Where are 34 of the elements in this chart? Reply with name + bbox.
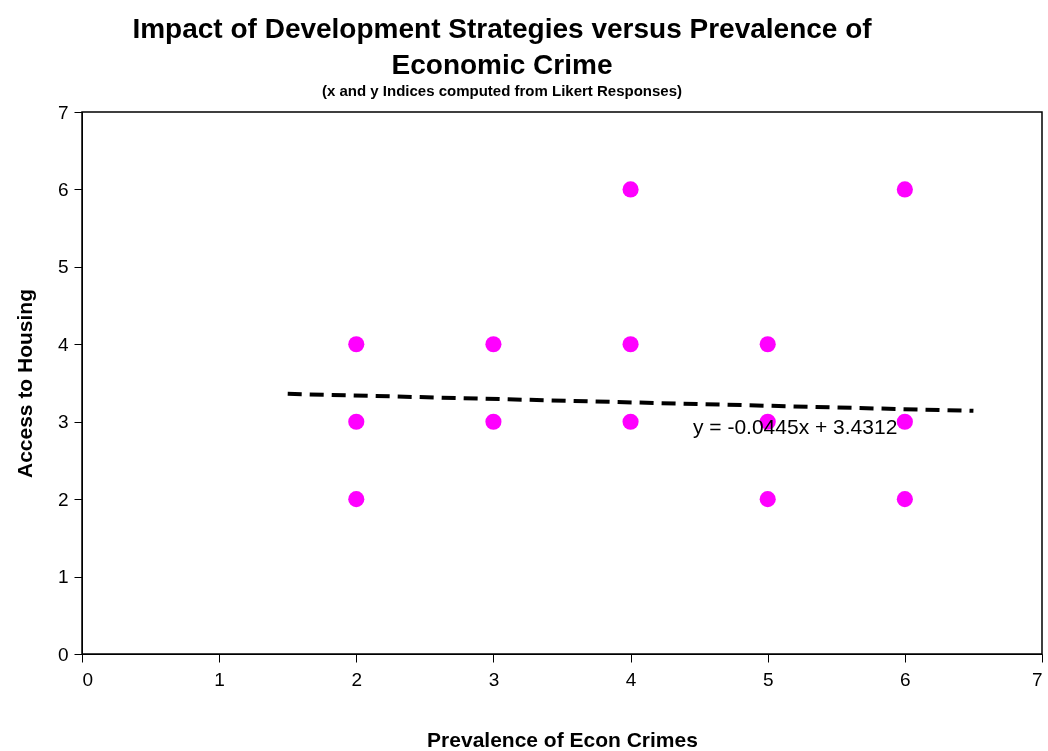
x-tick-label: 4 (625, 668, 637, 690)
y-tick-label: 5 (57, 256, 69, 278)
x-tick-label: 7 (1031, 668, 1043, 690)
y-tick-label: 0 (57, 643, 69, 665)
x-axis-title: Prevalence of Econ Crimes (427, 727, 698, 751)
point (348, 491, 365, 508)
x-tick-label: 5 (762, 668, 774, 690)
y-tick-label: 1 (57, 566, 69, 588)
point (622, 413, 639, 430)
y-tick-label: 2 (57, 488, 69, 510)
y-tick-label: 6 (57, 178, 69, 200)
point (485, 413, 502, 430)
point (348, 413, 365, 430)
x-tick-label: 3 (488, 668, 500, 690)
point (759, 336, 776, 353)
point (348, 336, 365, 353)
annotation: y = -0.0445x + 3.4312 (693, 415, 898, 438)
chart-subtitle: (x and y Indices computed from Likert Responses) (321, 82, 683, 99)
y-tick-label: 4 (57, 333, 69, 355)
y-axis-title: Access to Housing (12, 288, 36, 479)
point (896, 181, 913, 198)
x-tick-label: 1 (214, 668, 225, 690)
point (622, 181, 639, 198)
chart-title: Impact of Development Strategies versus Prevalence of Economic Crime (132, 13, 873, 80)
point (485, 336, 502, 353)
x-tick-label: 2 (351, 668, 363, 690)
point (896, 491, 913, 508)
point (622, 336, 639, 353)
point (896, 413, 913, 430)
x-tick-label: 6 (900, 668, 911, 690)
point (759, 491, 776, 508)
y-tick-label: 3 (57, 411, 69, 433)
y-tick-label: 7 (57, 101, 69, 123)
x-tick-label: 0 (82, 668, 94, 690)
